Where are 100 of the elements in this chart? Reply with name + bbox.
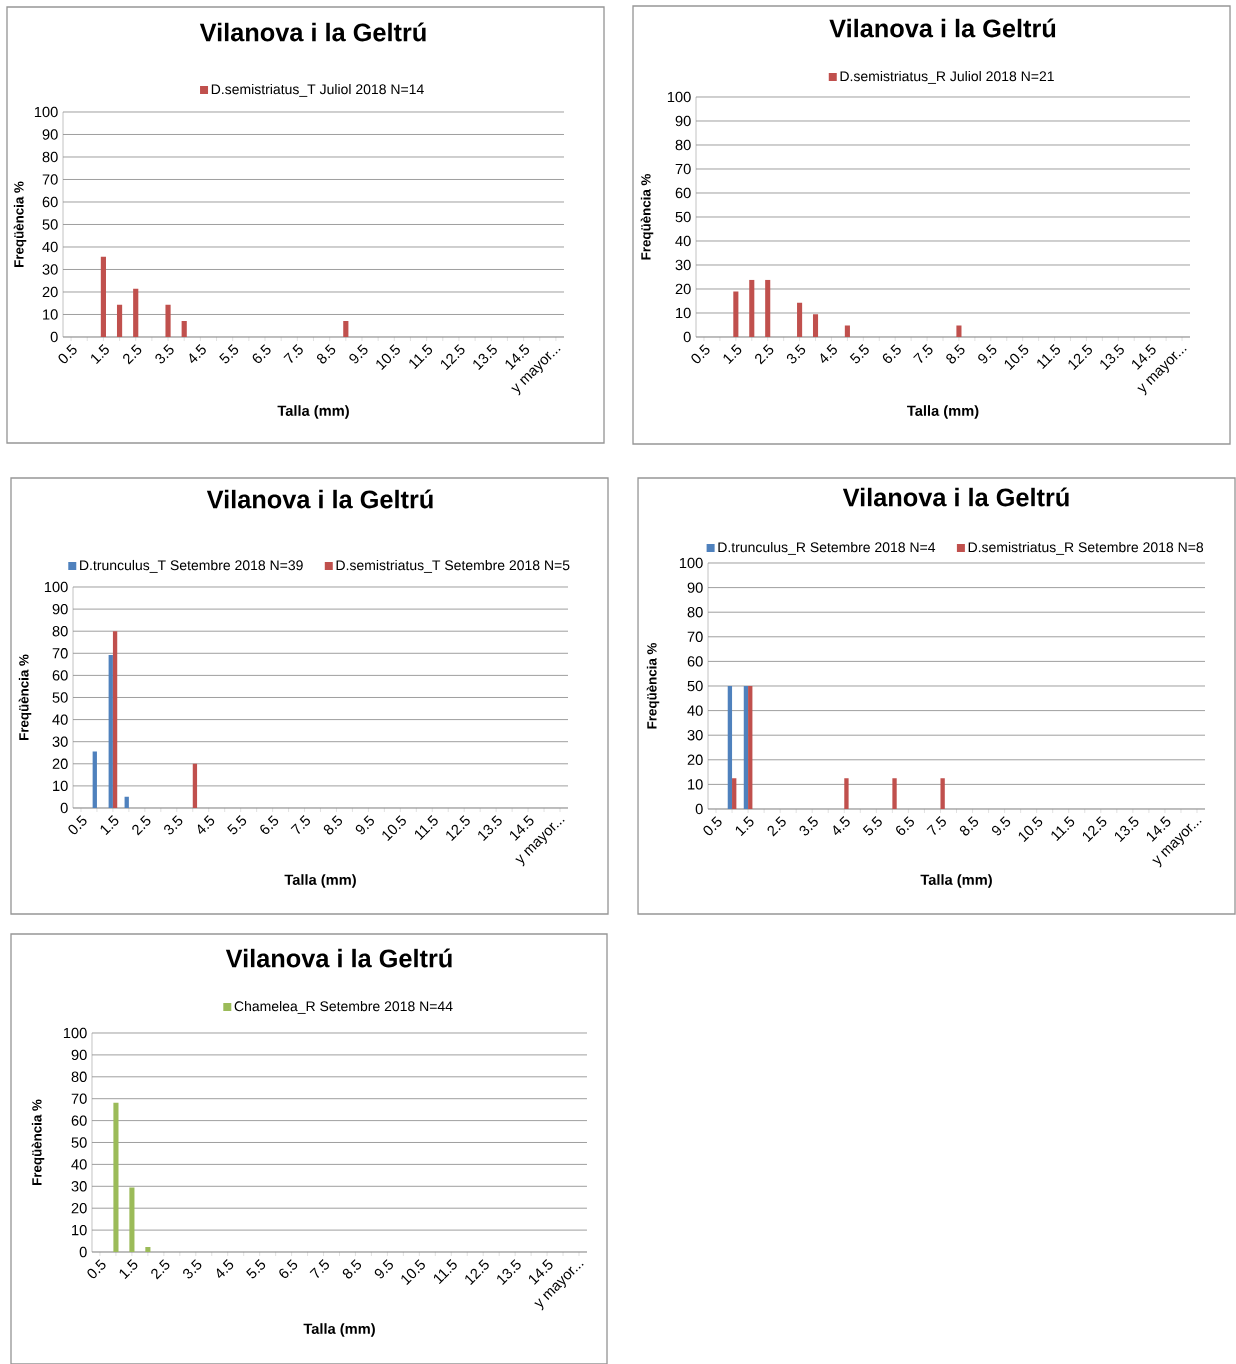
y-tick-label: 0 — [695, 803, 703, 815]
x-tick-label: 1.5 — [91, 344, 109, 365]
y-tick-label: 60 — [71, 1115, 87, 1126]
bar — [192, 763, 198, 808]
x-tick-label: 8.5 — [342, 1259, 362, 1279]
y-tick-label: 90 — [42, 129, 58, 140]
bar — [812, 314, 819, 337]
x-tick-label: 2.5 — [767, 816, 786, 837]
x-tick-label: 5.5 — [219, 344, 239, 364]
x-tick-label: 6.5 — [882, 344, 901, 364]
x-tick-label: 8.5 — [323, 815, 343, 835]
x-tick-label: 6.5 — [896, 816, 914, 836]
y-tick-label: 50 — [52, 692, 68, 703]
legend-label: D.semistriatus_T Juliol 2018 N=14 — [211, 83, 424, 97]
x-axis-title: Talla (mm) — [920, 874, 992, 888]
x-tick-label: 9.5 — [991, 816, 1011, 836]
bar — [765, 279, 771, 337]
chart-title: Vilanova i la Geltrú — [206, 489, 433, 509]
y-tick-label: 70 — [687, 631, 703, 642]
x-tick-label: 7.5 — [913, 344, 933, 363]
bar — [181, 321, 187, 337]
x-tick-label: 8.5 — [316, 344, 336, 364]
bar — [145, 1246, 151, 1252]
y-tick-label: 30 — [675, 259, 691, 271]
x-axis-title: Talla (mm) — [907, 405, 979, 419]
x-tick-label: 5.5 — [849, 344, 869, 364]
y-tick-label: 30 — [42, 264, 58, 275]
y-tick-label: 80 — [52, 626, 68, 637]
y-tick-label: 10 — [676, 307, 691, 319]
x-tick-label: 7.5 — [926, 816, 946, 835]
y-tick-label: 90 — [687, 582, 703, 593]
x-tick-label: 0.5 — [68, 815, 87, 835]
bar — [108, 655, 113, 808]
x-tick-label: 5.5 — [227, 815, 247, 835]
y-axis-title: Freqüència % — [13, 181, 27, 267]
x-tick-label: 0.5 — [691, 344, 710, 364]
legend-label: Chamelea_R Setembre 2018 N=44 — [234, 1000, 453, 1014]
legend-label: D.trunculus_R Setembre 2018 N=4 — [718, 541, 936, 555]
y-tick-label: 40 — [675, 235, 691, 247]
x-tick-label: 1.5 — [735, 816, 754, 837]
x-tick-label: 6.5 — [252, 344, 271, 364]
chart-title: Vilanova i la Geltrú — [225, 948, 452, 968]
x-tick-label: 2.5 — [151, 1259, 170, 1280]
y-tick-label: 40 — [52, 714, 68, 725]
y-tick-label: 70 — [71, 1093, 87, 1104]
y-tick-label: 80 — [42, 151, 58, 163]
y-tick-label: 20 — [675, 283, 691, 295]
x-tick-label: 0.5 — [87, 1259, 106, 1279]
bar — [124, 796, 129, 808]
x-tick-label: 7.5 — [283, 344, 303, 363]
y-tick-label: 100 — [44, 581, 68, 593]
bar — [165, 304, 171, 337]
x-tick-label: 3.5 — [799, 816, 818, 836]
y-tick-label: 10 — [43, 309, 58, 320]
bar — [129, 1187, 135, 1252]
bar — [100, 256, 106, 337]
bar — [133, 288, 139, 337]
bar — [956, 325, 962, 337]
y-tick-label: 10 — [72, 1224, 87, 1236]
x-tick-label: 5.5 — [246, 1259, 266, 1279]
y-tick-label: 70 — [675, 163, 691, 175]
x-tick-label: 3.5 — [164, 815, 183, 835]
x-tick-label: 8.5 — [959, 816, 979, 836]
y-tick-label: 50 — [71, 1137, 87, 1148]
y-tick-label: 30 — [687, 730, 703, 741]
bar — [797, 302, 803, 337]
x-tick-label: 1.5 — [723, 344, 742, 365]
x-tick-label: 1.5 — [100, 815, 119, 836]
x-tick-label: 1.5 — [119, 1259, 138, 1280]
bar — [113, 1102, 119, 1252]
y-tick-label: 60 — [675, 187, 691, 199]
y-tick-label: 100 — [667, 91, 691, 103]
y-tick-label: 0 — [683, 331, 691, 343]
x-tick-label: 9.5 — [978, 344, 997, 364]
y-tick-label: 60 — [42, 196, 58, 208]
y-tick-label: 90 — [71, 1049, 87, 1061]
y-tick-label: 70 — [52, 648, 68, 659]
y-tick-label: 60 — [687, 656, 703, 667]
y-tick-label: 40 — [687, 705, 703, 716]
x-axis-title: Talla (mm) — [284, 874, 356, 888]
y-tick-label: 80 — [675, 139, 691, 151]
legend-label: D.semistriatus_R Juliol 2018 N=21 — [840, 70, 1054, 84]
x-tick-label: 3.5 — [155, 344, 174, 364]
chart-title: Vilanova i la Geltrú — [829, 18, 1056, 38]
x-tick-label: 9.5 — [349, 344, 368, 364]
x-tick-label: 7.5 — [309, 1259, 330, 1278]
y-axis-title: Freqüència % — [640, 174, 654, 260]
x-axis-title: Talla (mm) — [277, 405, 349, 419]
bar — [116, 304, 123, 337]
x-tick-label: 4.5 — [197, 815, 215, 834]
legend-label: D.semistriatus_R Setembre 2018 N=8 — [968, 541, 1204, 555]
x-tick-label: 4.5 — [833, 816, 850, 835]
y-tick-label: 60 — [52, 670, 68, 681]
x-tick-label: 9.5 — [355, 815, 374, 835]
x-tick-label: 7.5 — [290, 815, 311, 834]
chart-title: Vilanova i la Geltrú — [842, 487, 1069, 507]
x-tick-label: 2.5 — [755, 344, 774, 365]
x-tick-label: 6.5 — [260, 815, 279, 835]
x-tick-label: 4.5 — [216, 1259, 234, 1278]
x-tick-label: 9.5 — [374, 1259, 393, 1279]
